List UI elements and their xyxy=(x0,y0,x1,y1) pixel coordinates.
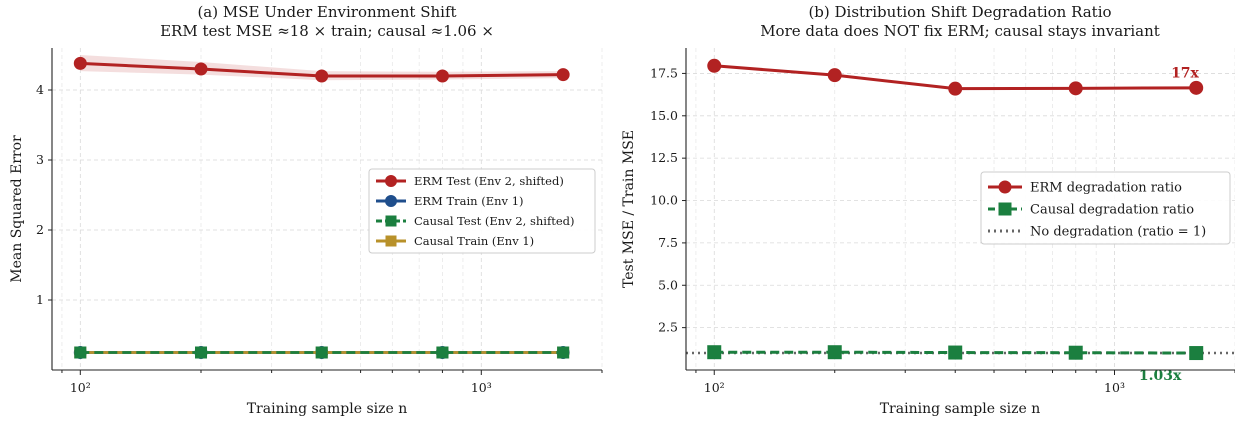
legend-marker xyxy=(385,235,397,247)
panel-b-y-ticks: 2.5 5.0 7.5 10.0 12.5 15.0 17.5 xyxy=(650,65,686,335)
panel-b-subtitle: More data does NOT fix ERM; causal stays… xyxy=(760,22,1160,40)
chart-panel-a: (a) MSE Under Environment Shift ERM test… xyxy=(9,3,603,417)
panel-a-x-ticks: 10² 10³ xyxy=(61,370,603,395)
data-point xyxy=(194,62,208,76)
data-point xyxy=(195,346,208,359)
legend-marker xyxy=(385,195,397,207)
legend-label: ERM Train (Env 1) xyxy=(414,194,524,208)
annotation-label: 1.03x xyxy=(1139,368,1182,384)
x-tick-label: 10² xyxy=(70,380,91,395)
panel-a-legend: ERM Test (Env 2, shifted) ERM Train (Env … xyxy=(368,168,596,254)
legend-label: Causal degradation ratio xyxy=(1030,203,1194,218)
series-2 xyxy=(74,346,570,359)
panel-b-legend-box xyxy=(980,171,1231,245)
y-tick-label: 1 xyxy=(36,292,44,307)
panel-a-x-axis-label: Training sample size n xyxy=(247,401,408,417)
data-point xyxy=(707,58,722,73)
legend-label: ERM degradation ratio xyxy=(1030,181,1182,196)
legend-label: Causal Train (Env 1) xyxy=(414,234,534,248)
x-tick-label: 10³ xyxy=(1104,380,1125,395)
y-tick-label: 5.0 xyxy=(658,277,678,292)
legend-label: No degradation (ratio = 1) xyxy=(1030,225,1206,240)
data-point xyxy=(436,346,449,359)
annotation-label: 17x xyxy=(1171,66,1199,82)
data-point xyxy=(1068,81,1083,96)
data-point xyxy=(827,68,842,83)
data-point xyxy=(1189,346,1204,361)
y-tick-label: 15.0 xyxy=(650,108,678,123)
panel-a-subtitle: ERM test MSE ≈18 × train; causal ≈1.06 × xyxy=(160,22,494,40)
data-point xyxy=(1189,80,1204,95)
data-point xyxy=(557,346,570,359)
data-point xyxy=(74,346,87,359)
data-point xyxy=(435,69,449,83)
data-point xyxy=(556,68,570,82)
data-point xyxy=(707,345,722,360)
panel-b-y-axis-label: Test MSE / Train MSE xyxy=(621,130,637,288)
data-point xyxy=(315,69,329,83)
x-tick-label: 10³ xyxy=(471,380,492,395)
y-tick-label: 12.5 xyxy=(650,150,678,165)
panel-b-x-ticks: 10² 10³ xyxy=(695,370,1235,395)
chart-panel-b: (b) Distribution Shift Degradation Ratio… xyxy=(621,3,1235,417)
data-point xyxy=(1068,345,1083,360)
data-point xyxy=(73,56,87,70)
data-point xyxy=(948,81,963,96)
panel-b-legend: ERM degradation ratio Causal degradation … xyxy=(980,171,1231,245)
y-tick-label: 3 xyxy=(36,152,44,167)
panel-a-title: (a) MSE Under Environment Shift xyxy=(197,3,456,21)
panel-a-y-axis-label: Mean Squared Error xyxy=(9,135,25,283)
series-1 xyxy=(707,345,1204,361)
legend-marker xyxy=(998,180,1012,194)
panel-b-annotations: 17x 1.03x xyxy=(1139,66,1200,384)
legend-marker xyxy=(385,175,397,187)
legend-marker xyxy=(385,215,397,227)
legend-label: ERM Test (Env 2, shifted) xyxy=(414,174,564,188)
data-point xyxy=(315,346,328,359)
y-tick-label: 2.5 xyxy=(658,320,678,335)
data-point xyxy=(948,345,963,360)
series-0 xyxy=(73,56,570,83)
panel-b-title: (b) Distribution Shift Degradation Ratio xyxy=(808,3,1111,21)
panel-a-series xyxy=(73,56,570,359)
y-tick-label: 7.5 xyxy=(658,235,678,250)
y-tick-label: 17.5 xyxy=(650,65,678,80)
panel-a-y-ticks: 1 2 3 4 xyxy=(36,82,52,307)
y-tick-label: 4 xyxy=(36,82,44,97)
x-tick-label: 10² xyxy=(704,380,725,395)
y-tick-label: 10.0 xyxy=(650,193,678,208)
panel-a-legend-box xyxy=(368,168,596,254)
panel-b-series xyxy=(686,58,1235,361)
legend-label: Causal Test (Env 2, shifted) xyxy=(414,214,575,228)
series-0 xyxy=(707,58,1204,96)
y-tick-label: 2 xyxy=(36,222,44,237)
data-point xyxy=(827,345,842,360)
legend-marker xyxy=(998,202,1012,216)
panel-b-x-axis-label: Training sample size n xyxy=(880,401,1041,417)
